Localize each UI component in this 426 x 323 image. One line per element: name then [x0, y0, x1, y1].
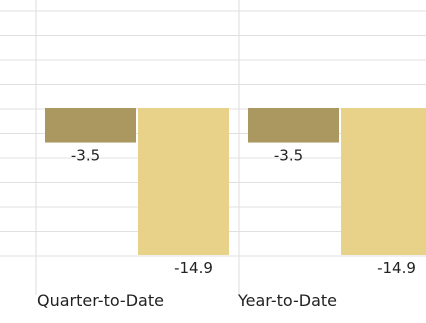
bars [45, 108, 426, 255]
bar-series-1-quarter-to-date[interactable] [45, 108, 136, 143]
bar-series-2-year-to-date[interactable] [341, 108, 426, 255]
data-label: -14.9 [377, 259, 416, 277]
bar-series-1-year-to-date[interactable] [248, 108, 339, 143]
data-labels: -3.5 -14.9 -3.5 -14.9 [71, 147, 416, 277]
bar-series-2-quarter-to-date[interactable] [138, 108, 229, 255]
category-labels: Quarter-to-Date Year-to-Date [37, 291, 337, 310]
data-label: -3.5 [274, 147, 303, 165]
data-label: -14.9 [174, 259, 213, 277]
data-label: -3.5 [71, 147, 100, 165]
category-label: Quarter-to-Date [37, 291, 164, 310]
category-label: Year-to-Date [237, 291, 337, 310]
